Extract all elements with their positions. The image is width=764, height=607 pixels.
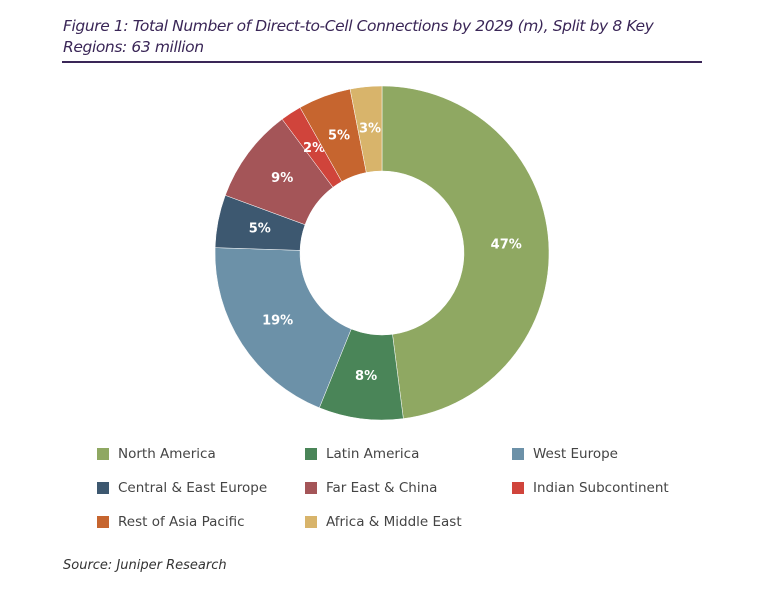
source-note: Source: Juniper Research [63,558,227,573]
chart-title: Figure 1: Total Number of Direct-to-Cell… [63,17,654,56]
legend-label: West Europe [533,446,618,462]
slice-africa-middle-east [349,85,383,173]
data-label: 5% [328,129,350,144]
legend-swatch [305,516,317,528]
legend-label: Indian Subcontinent [533,480,669,496]
legend-swatch [305,482,317,494]
legend-label: Africa & Middle East [326,514,462,530]
slice-north-america [381,85,550,419]
data-label: 19% [262,313,293,328]
title-divider [62,61,702,63]
legend-swatch [97,448,109,460]
slice-west-europe [214,247,352,409]
legend-label: North America [118,446,216,462]
legend-swatch [512,482,524,494]
data-label: 5% [249,222,271,237]
legend-item: Far East & China [305,480,437,496]
legend-swatch [97,482,109,494]
legend-swatch [97,516,109,528]
legend-item: North America [97,446,216,462]
legend-label: Latin America [326,446,420,462]
legend-item: West Europe [512,446,618,462]
legend-item: Latin America [305,446,419,462]
legend-item: Africa & Middle East [305,514,462,530]
legend-item: Rest of Asia Pacific [97,514,245,530]
legend-label: Far East & China [326,480,438,496]
data-label: 9% [271,171,293,186]
legend-label: Central & East Europe [118,480,268,496]
data-label: 2% [303,141,325,156]
legend-label: Rest of Asia Pacific [118,514,245,530]
legend-swatch [512,448,524,460]
data-label: 3% [359,122,381,137]
legend-swatch [305,448,317,460]
legend-item: Central & East Europe [97,480,267,496]
data-label: 8% [355,369,377,384]
legend-item: Indian Subcontinent [512,480,669,496]
data-label: 47% [491,238,522,253]
